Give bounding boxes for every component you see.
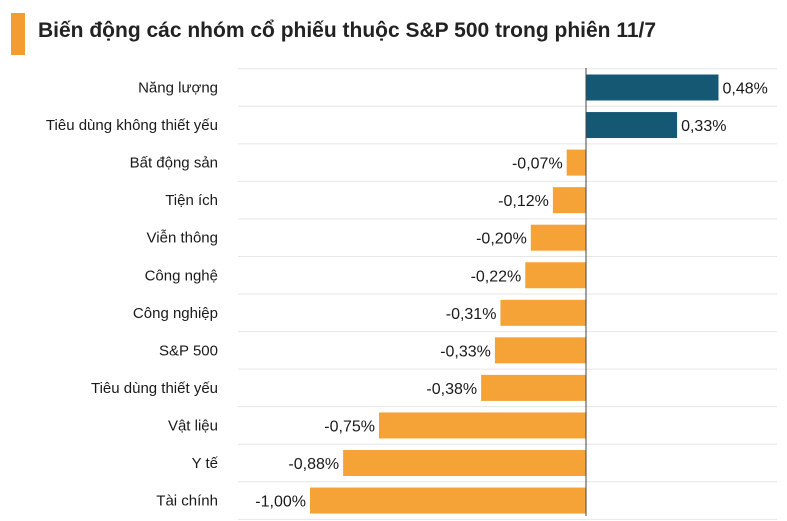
bar (525, 262, 586, 289)
bar (310, 487, 586, 514)
category-label: Tài chính (156, 493, 218, 510)
title-accent-bar (11, 13, 25, 55)
bar (586, 74, 719, 101)
bar (343, 450, 586, 476)
bar (530, 224, 586, 251)
bar (379, 412, 586, 439)
bar (481, 374, 586, 401)
chart-title: Biến động các nhóm cổ phiếu thuộc S&P 50… (38, 19, 657, 42)
value-label: -0,31% (446, 306, 497, 323)
value-label: -0,33% (440, 343, 491, 360)
category-label: Viễn thông (147, 230, 218, 247)
bar (500, 299, 586, 326)
category-label: Tiêu dùng không thiết yếu (46, 117, 218, 134)
category-label: Vật liệu (168, 417, 218, 434)
category-label: Tiện ích (165, 192, 218, 209)
bar (586, 112, 678, 139)
bar (552, 187, 586, 214)
value-label: -0,07% (512, 156, 563, 173)
value-label: 0,33% (681, 118, 726, 135)
category-label: Năng lượng (138, 80, 218, 97)
value-label: -0,12% (498, 193, 549, 210)
bar (494, 337, 586, 364)
category-label: Công nghiệp (133, 305, 218, 322)
category-label: Công nghệ (145, 267, 218, 284)
value-label: 0,48% (722, 81, 767, 98)
value-label: -0,38% (426, 381, 477, 398)
value-label: -0,22% (471, 268, 522, 285)
category-label: Y tế (192, 455, 219, 472)
category-label: S&P 500 (159, 342, 218, 359)
value-label: -0,20% (476, 231, 527, 248)
category-label: Tiêu dùng thiết yếu (91, 380, 218, 397)
bar (566, 149, 586, 176)
value-label: -0,88% (288, 456, 339, 473)
value-label: -0,75% (324, 418, 375, 435)
value-label: -1,00% (255, 494, 306, 511)
category-label: Bất động sản (130, 155, 218, 172)
